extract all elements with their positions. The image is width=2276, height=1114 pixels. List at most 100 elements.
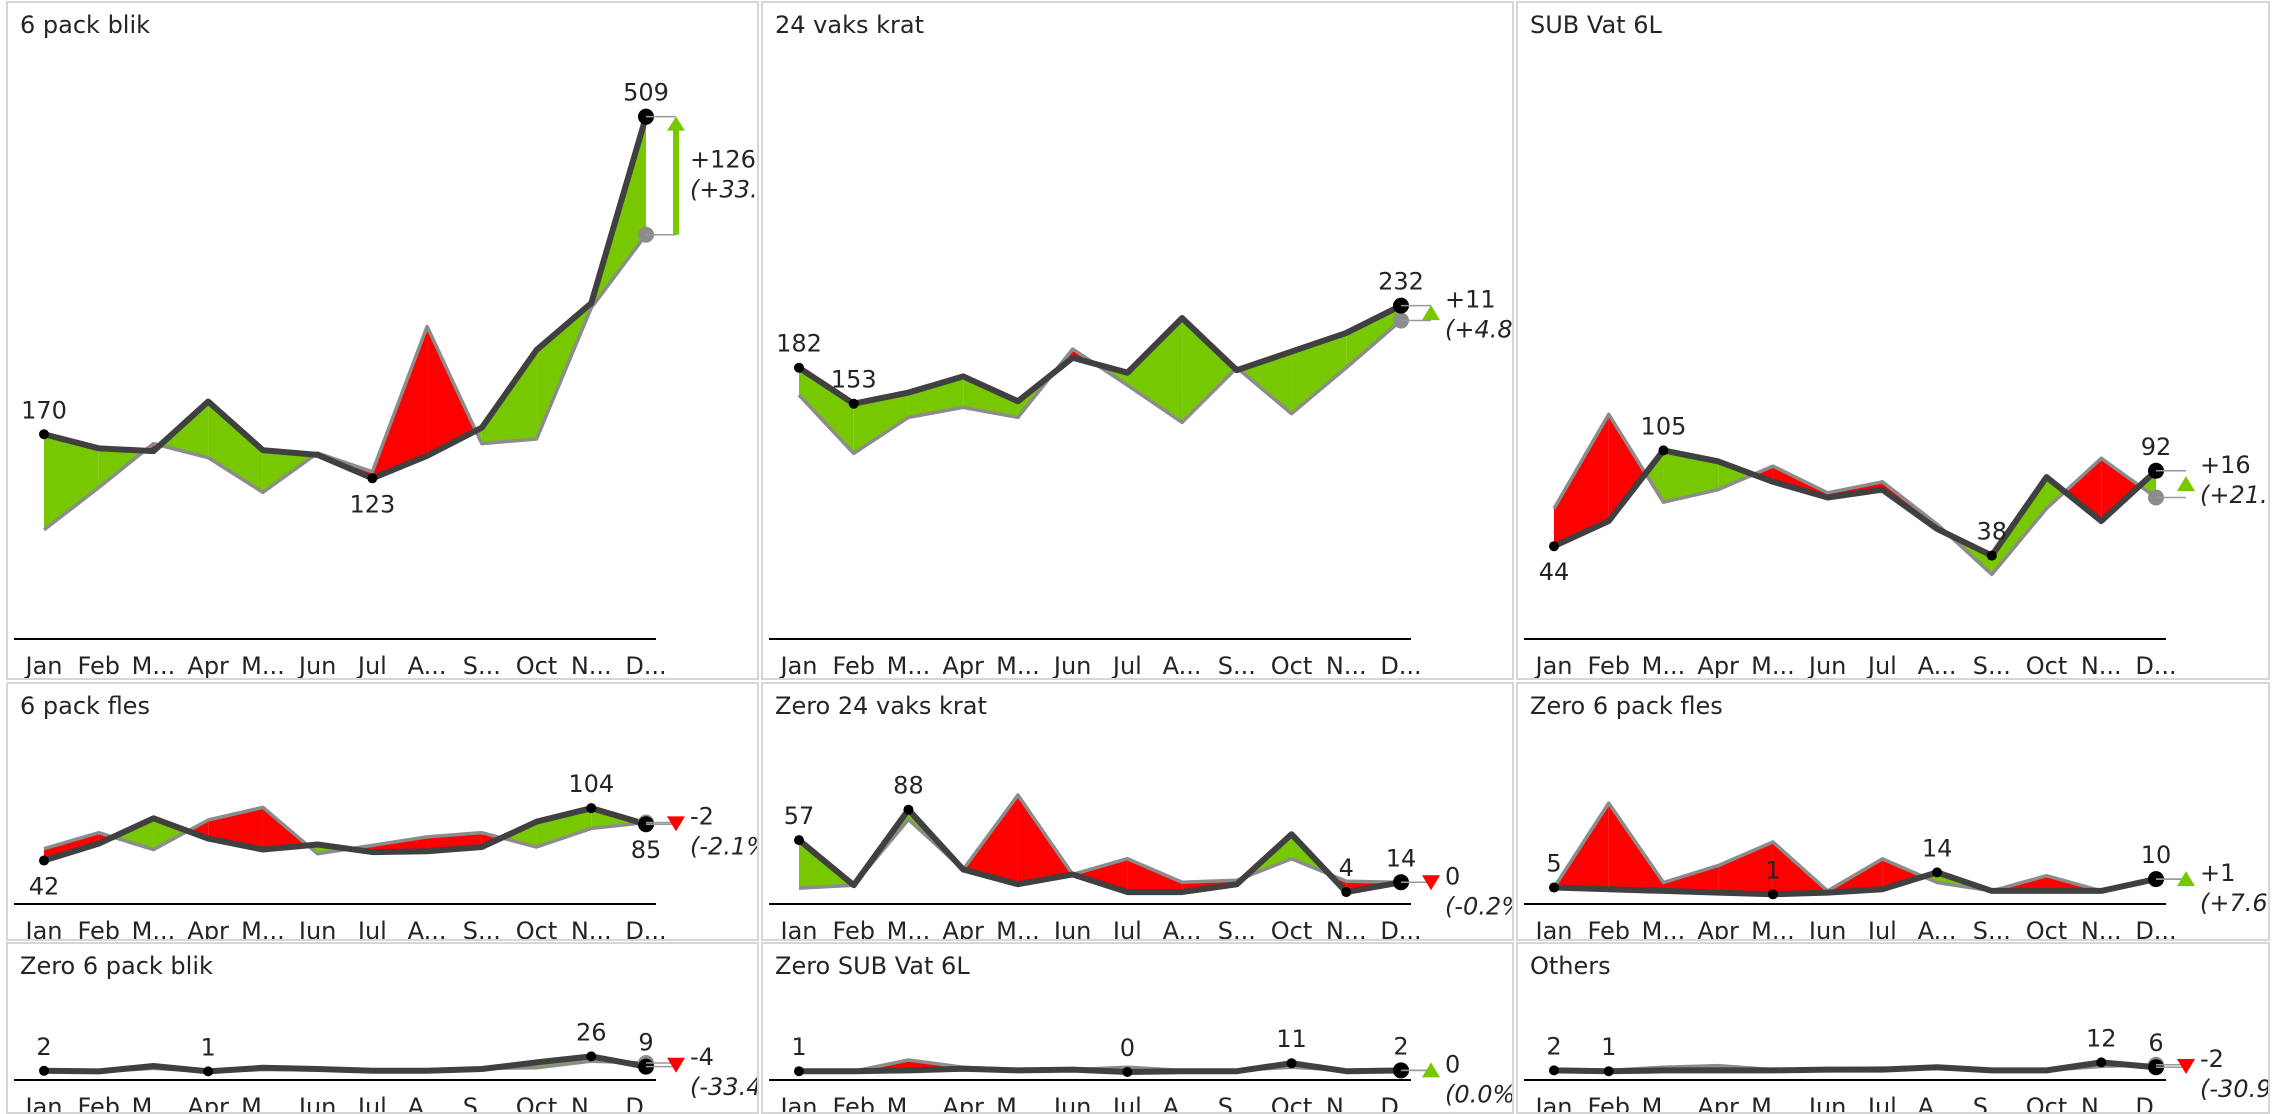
chart-panel: Zero 6 pack fles Jan Feb M... Apr M... Jun Jul… [1516, 682, 2270, 941]
data-point [586, 803, 597, 814]
variance-area [427, 326, 476, 456]
x-tick-label: Jan [24, 1093, 63, 1114]
actual-line [797, 302, 1403, 407]
actual-line [1553, 1059, 2157, 1075]
variance-value: 0 [1445, 862, 1460, 890]
x-tick-label: M... [1642, 652, 1686, 680]
x-tick-label: M... [996, 652, 1040, 680]
x-tick-label: S... [1218, 652, 1256, 680]
chart-panel: Others Jan Feb M... Apr M... Jun Jul A... S... Oc… [1516, 942, 2270, 1114]
x-tick-label: M... [996, 1093, 1040, 1114]
data-point [1122, 1067, 1133, 1077]
x-tick-label: Jul [1866, 1093, 1897, 1114]
data-label: 1 [1601, 1033, 1616, 1061]
variance-area [1127, 318, 1183, 423]
x-tick-label: M... [132, 1093, 176, 1114]
x-tick-label: Jan [1534, 917, 1573, 941]
actual-line [43, 1053, 647, 1075]
x-tick-label: Feb [77, 917, 120, 941]
variance-area [1882, 858, 1924, 890]
variance-area [1291, 332, 1347, 414]
x-tick-label: A... [1918, 1093, 1957, 1114]
data-label: 2 [1546, 1032, 1561, 1060]
x-tick-label: Apr [942, 1093, 984, 1114]
x-tick-label: N... [571, 1093, 612, 1114]
x-tick-label: Apr [942, 652, 984, 680]
x-tick-label: M... [241, 652, 285, 680]
variance-value: +16 [2200, 451, 2251, 479]
actual-line [43, 805, 647, 864]
x-tick-label: Jun [1807, 652, 1847, 680]
data-label: 104 [568, 770, 614, 798]
data-label: 92 [2141, 433, 2172, 461]
x-tick-label: S... [1218, 1093, 1256, 1114]
x-tick-label: M... [1642, 1093, 1686, 1114]
x-tick-label: Apr [187, 1093, 229, 1114]
x-tick-label: M... [1751, 917, 1795, 941]
x-tick-label: A... [1163, 1093, 1202, 1114]
x-tick-label: Oct [1271, 1093, 1313, 1114]
chart-title: Zero 24 vaks krat [775, 692, 987, 720]
chart-panel: Zero 6 pack blik Jan Feb M... Apr M... Jun Jul… [6, 942, 759, 1114]
variance-area [1718, 461, 1754, 490]
x-tick-label: A... [1163, 917, 1202, 941]
chart-panel: 24 vaks krat Jan Feb M... Apr M... Jun Jul A...… [761, 1, 1514, 680]
variance-area [2046, 477, 2065, 509]
x-tick-label: D... [2135, 917, 2176, 941]
x-tick-label: M... [1751, 652, 1795, 680]
previous-year-line [798, 793, 1402, 890]
x-tick-label: Feb [832, 652, 875, 680]
chart-svg: Jan Feb M... Apr M... Jun Jul A... S... Oct N... D.… [769, 772, 1512, 941]
variance-arrow [667, 1057, 685, 1073]
variance-area [208, 401, 263, 493]
x-tick-label: A... [1918, 652, 1957, 680]
variance-value: +11 [1445, 286, 1496, 314]
x-tick-label: D... [625, 652, 666, 680]
data-label: 6 [2148, 1029, 2163, 1057]
variance-area [1991, 875, 2047, 891]
variance-area [1663, 865, 1719, 893]
data-point [2096, 1057, 2107, 1068]
chart-svg: Jan Feb M... Apr M... Jun Jul A... S... Oct N... D.… [1524, 801, 2268, 941]
variance-area [853, 392, 909, 454]
x-tick-label: Jun [297, 917, 337, 941]
variance-percent: (+4.8%) [1445, 316, 1514, 344]
previous-year-line [1552, 412, 2158, 577]
x-tick-label: Oct [516, 1093, 558, 1114]
actual-line [797, 806, 1402, 896]
data-point [1341, 887, 1352, 898]
data-label: 38 [1977, 518, 2008, 546]
x-tick-label: A... [408, 917, 447, 941]
variance-area [1072, 858, 1128, 893]
variance-area [1244, 834, 1292, 878]
variance-area [1346, 305, 1401, 368]
chart-svg: Jan Feb M... Apr M... Jun Jul A... S... Oct N... D.… [1524, 412, 2268, 680]
chart-panel: 6 pack blik Jan Feb M... Apr M... Jun Jul A... S… [6, 1, 759, 680]
variance-area [963, 794, 1018, 885]
x-tick-label: A... [1918, 917, 1957, 941]
x-tick-label: Jun [1052, 917, 1092, 941]
variance-area [799, 367, 854, 454]
actual-line [43, 115, 649, 482]
variance-percent: (-33.4%) [690, 1073, 759, 1101]
x-tick-label: Oct [1271, 652, 1313, 680]
x-tick-label: Feb [77, 1093, 120, 1114]
data-label: 11 [1276, 1025, 1307, 1053]
x-tick-label: Jul [356, 917, 387, 941]
x-tick-label: S... [463, 652, 501, 680]
data-point [1986, 550, 1997, 561]
variance-value: -2 [690, 803, 714, 831]
variance-area [1127, 858, 1183, 893]
x-tick-label: A... [408, 652, 447, 680]
x-tick-label: Apr [942, 917, 984, 941]
x-tick-label: D... [2135, 1093, 2176, 1114]
data-point [1767, 889, 1778, 900]
data-point [1658, 445, 1669, 456]
data-point [1549, 882, 1559, 893]
chart-title: SUB Vat 6L [1530, 11, 1662, 39]
data-point [39, 855, 49, 866]
previous-year-line [1552, 801, 2157, 893]
x-tick-label: S... [1973, 652, 2011, 680]
x-tick-label: Jan [24, 917, 63, 941]
x-tick-label: Jun [1052, 1093, 1092, 1114]
